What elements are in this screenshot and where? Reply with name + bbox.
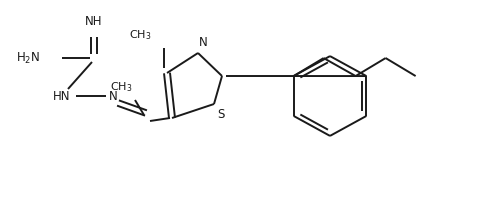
- Text: H$_2$N: H$_2$N: [16, 50, 40, 66]
- Text: HN: HN: [53, 89, 71, 103]
- Text: CH$_3$: CH$_3$: [129, 28, 151, 42]
- Text: NH: NH: [85, 15, 103, 28]
- Text: S: S: [217, 108, 224, 121]
- Text: N: N: [199, 36, 208, 49]
- Text: CH$_3$: CH$_3$: [110, 80, 132, 94]
- Text: N: N: [109, 89, 118, 103]
